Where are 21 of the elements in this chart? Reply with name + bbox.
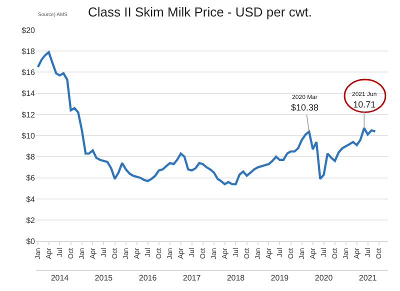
- y-tick-label: $2: [26, 216, 36, 225]
- x2-tick-label: 2021: [358, 274, 378, 283]
- y-tick-label: $12: [22, 110, 36, 120]
- y-tick-label: $20: [22, 26, 36, 35]
- x2-tick-label: 2016: [138, 274, 158, 283]
- x2-tick-label: 2020: [314, 274, 334, 283]
- y-tick-label: $14: [22, 89, 36, 98]
- x2-tick-label: 2014: [50, 274, 70, 283]
- y-tick-label: $8: [26, 152, 36, 162]
- x2-tick-label: 2017: [182, 274, 202, 283]
- x2-tick-label: 2019: [270, 274, 290, 283]
- x2-tick-label: 2015: [94, 274, 114, 283]
- y-tick-label: $10: [22, 131, 36, 140]
- y-tick-label: $4: [26, 194, 36, 204]
- y-tick-label: $6: [26, 174, 36, 183]
- y-tick-label: $16: [22, 68, 36, 78]
- y-tick-label: $0: [26, 237, 36, 246]
- chart-title: Class II Skim Milk Price - USD per cwt.: [88, 4, 312, 20]
- y-tick-label: $18: [22, 46, 36, 56]
- x2-tick-label: 2018: [226, 274, 246, 283]
- line-series: [36, 51, 376, 186]
